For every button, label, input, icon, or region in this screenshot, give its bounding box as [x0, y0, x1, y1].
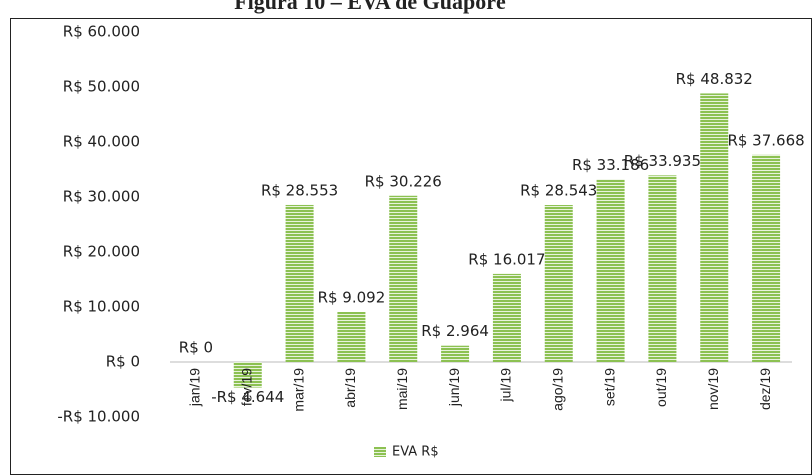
data-label: R$ 16.017: [468, 250, 545, 268]
x-tick-label: set/19: [601, 368, 617, 406]
data-label: R$ 28.553: [261, 181, 338, 199]
x-tick-label: fev/19: [238, 368, 254, 406]
x-tick-label: mai/19: [394, 368, 410, 410]
data-label: R$ 9.092: [318, 288, 386, 306]
y-tick-label: R$ 0: [106, 353, 140, 371]
data-label: R$ 33.935: [624, 152, 701, 170]
bar: [492, 273, 521, 362]
legend-label: EVA R$: [392, 445, 439, 460]
y-tick-label: R$ 30.000: [63, 188, 140, 206]
x-tick-label: jan/19: [187, 368, 203, 407]
bar: [389, 195, 418, 362]
y-tick-label: R$ 60.000: [63, 23, 140, 41]
bar: [337, 311, 366, 362]
data-label: R$ 30.226: [365, 172, 442, 190]
data-label: R$ 37.668: [727, 131, 804, 149]
data-label: R$ 0: [179, 339, 213, 357]
bar: [752, 154, 781, 362]
bar: [596, 179, 625, 362]
y-tick-label: R$ 10.000: [63, 298, 140, 316]
y-tick-label: R$ 20.000: [63, 243, 140, 261]
x-tick-label: nov/19: [705, 368, 721, 410]
x-tick-label: jul/19: [498, 368, 514, 403]
data-label: R$ 2.964: [421, 322, 489, 340]
x-tick-label: abr/19: [342, 368, 358, 408]
x-tick-label: dez/19: [757, 368, 773, 410]
x-tick-label: ago/19: [549, 368, 565, 411]
x-tick-label: jun/19: [446, 368, 462, 407]
data-label: R$ 33.186: [572, 156, 649, 174]
x-tick-label: mar/19: [290, 368, 306, 412]
bar: [544, 205, 573, 362]
y-tick-label: -R$ 10.000: [57, 408, 140, 426]
data-label: -R$ 4.644: [211, 388, 284, 406]
legend-swatch: [374, 447, 386, 457]
bar: [233, 362, 262, 388]
bar: [441, 345, 470, 362]
bar: [648, 175, 677, 362]
data-label: R$ 48.832: [676, 70, 753, 88]
chart-title: Figura 10 – EVA de Guaporé: [234, 0, 506, 14]
data-label: R$ 28.543: [520, 182, 597, 200]
x-tick-label: out/19: [653, 368, 669, 407]
y-tick-label: R$ 40.000: [63, 133, 140, 151]
y-tick-label: R$ 50.000: [63, 78, 140, 96]
bar: [700, 93, 729, 362]
bar: [285, 204, 314, 362]
